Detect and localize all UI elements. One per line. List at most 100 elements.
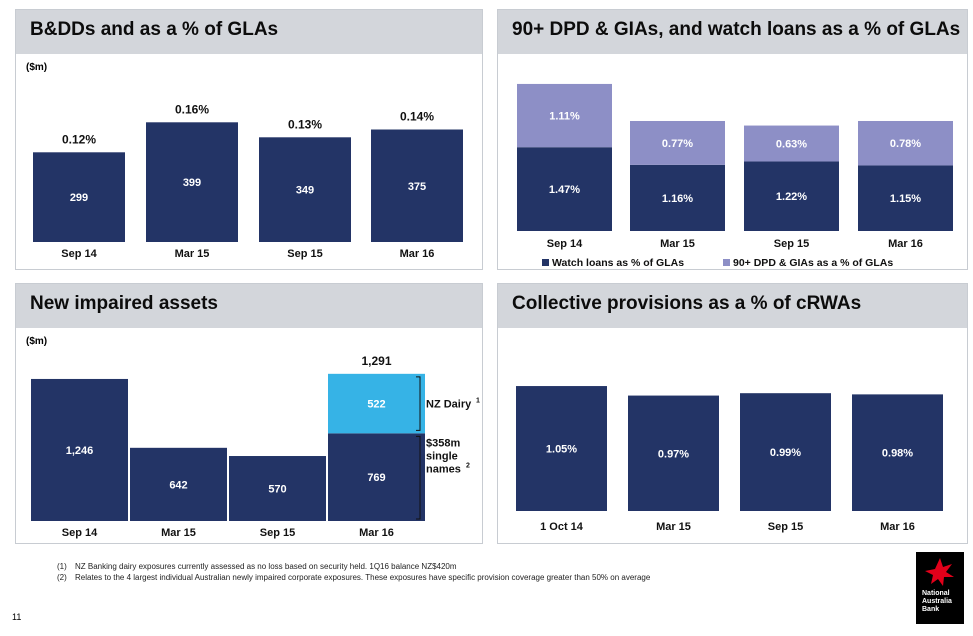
x-tick-label: Sep 14 bbox=[62, 527, 98, 539]
logo-text: National Australia Bank bbox=[922, 590, 952, 613]
unit-label: ($m) bbox=[26, 62, 48, 73]
bar-value-label: 0.98% bbox=[882, 448, 913, 460]
x-tick-label: Mar 15 bbox=[161, 527, 196, 539]
bar-segment bbox=[858, 165, 953, 231]
annotation-sup: 2 bbox=[466, 462, 470, 469]
bar-segment bbox=[328, 433, 425, 521]
bar-value-label: 375 bbox=[408, 181, 426, 193]
bar-segment bbox=[744, 161, 839, 231]
x-tick-label: Mar 15 bbox=[660, 238, 695, 250]
bar-total-label: 1,291 bbox=[361, 354, 391, 368]
annotation-label: names bbox=[426, 463, 461, 475]
bar bbox=[740, 393, 831, 511]
bar-top-label: 0.16% bbox=[175, 102, 209, 116]
panel-bdds: B&DDs and as a % of GLAs ($m) 299 0.12% Se… bbox=[15, 9, 483, 270]
x-tick-label: Mar 16 bbox=[359, 527, 394, 539]
bar-value-label: 769 bbox=[367, 472, 385, 484]
panel-new-impaired: New impaired assets ($m) 1,246 Sep 14 642 M… bbox=[15, 283, 483, 544]
x-tick-label: Mar 16 bbox=[880, 521, 915, 533]
legend-label: Watch loans as % of GLAs bbox=[552, 257, 684, 269]
bar-segment bbox=[130, 447, 227, 521]
footnote: (2) Relates to the 4 largest individual A… bbox=[57, 573, 650, 582]
bar-value-label: 0.99% bbox=[770, 447, 801, 459]
chart-collective-provisions: 1.05% 1 Oct 14 0.97% Mar 15 0.99% Sep 15 0.98%… bbox=[516, 386, 943, 533]
nab-logo: National Australia Bank bbox=[916, 552, 964, 624]
panel-watch-loans: 90+ DPD & GIAs, and watch loans as a % o… bbox=[497, 9, 968, 270]
bar-segment bbox=[630, 164, 725, 231]
bracket bbox=[416, 376, 421, 431]
legend-swatch bbox=[542, 259, 549, 266]
x-tick-label: 1 Oct 14 bbox=[540, 521, 584, 533]
bar-value-label: 0.97% bbox=[658, 448, 689, 460]
panel-title: 90+ DPD & GIAs, and watch loans as a % o… bbox=[512, 19, 961, 40]
unit-label: ($m) bbox=[26, 336, 48, 347]
bar bbox=[146, 122, 238, 242]
footnote: (1) NZ Banking dairy exposures currently … bbox=[57, 562, 457, 571]
bar-value-label: 0.63% bbox=[776, 139, 807, 151]
page-number: 11 bbox=[12, 612, 22, 622]
bar-value-label: 399 bbox=[183, 177, 201, 189]
x-tick-label: Mar 16 bbox=[888, 238, 923, 250]
bar-segment bbox=[328, 373, 425, 434]
x-tick-label: Sep 14 bbox=[547, 238, 583, 250]
chart-bdds: 299 0.12% Sep 14 399 0.16% Mar 15 349 0.13% Sep … bbox=[33, 102, 463, 260]
bar-segment bbox=[630, 120, 725, 165]
bar-segment bbox=[517, 83, 612, 148]
bar-top-label: 0.13% bbox=[288, 117, 322, 131]
annotation-label: $358m bbox=[426, 437, 460, 449]
legend-label: 90+ DPD & GIAs as a % of GLAs bbox=[733, 257, 893, 269]
bar-segment bbox=[858, 120, 953, 166]
bar-value-label: 1.11% bbox=[549, 111, 580, 123]
bar-segment bbox=[517, 147, 612, 231]
bar-value-label: 1.22% bbox=[776, 191, 807, 203]
panel-header: 90+ DPD & GIAs, and watch loans as a % o… bbox=[498, 10, 967, 54]
bar-value-label: 1.05% bbox=[546, 444, 577, 456]
bar-value-label: 522 bbox=[367, 399, 385, 411]
panel-header: B&DDs and as a % of GLAs bbox=[16, 10, 482, 54]
footnote-text: NZ Banking dairy exposures currently ass… bbox=[75, 562, 457, 571]
bar bbox=[33, 152, 125, 242]
bar bbox=[628, 395, 719, 511]
bar-segment bbox=[229, 456, 326, 521]
chart-watch-loans: 1.47% 1.11% Sep 14 1.16% 0.77% Mar 15 1.22% 0.6… bbox=[517, 83, 953, 269]
annotation-label: single bbox=[426, 450, 458, 462]
legend-swatch bbox=[723, 259, 730, 266]
bar-value-label: 1.47% bbox=[549, 184, 580, 196]
bar-value-label: 642 bbox=[169, 479, 187, 491]
annotation-label: NZ Dairy bbox=[426, 399, 472, 411]
x-tick-label: Sep 15 bbox=[768, 521, 803, 533]
bar-value-label: 299 bbox=[70, 192, 88, 204]
bar-value-label: 349 bbox=[296, 185, 314, 197]
panel-title: Collective provisions as a % of cRWAs bbox=[512, 293, 862, 314]
panel-header: New impaired assets bbox=[16, 284, 482, 328]
x-tick-label: Mar 16 bbox=[400, 248, 435, 260]
x-tick-label: Sep 15 bbox=[774, 238, 809, 250]
bar-value-label: 1.15% bbox=[890, 193, 921, 205]
bar bbox=[259, 137, 351, 242]
panel-title: New impaired assets bbox=[30, 293, 218, 314]
footnote-number: (1) bbox=[57, 562, 67, 571]
bar-segment bbox=[744, 125, 839, 162]
x-tick-label: Sep 15 bbox=[287, 248, 322, 260]
footnote-text: Relates to the 4 largest individual Aust… bbox=[75, 573, 651, 582]
footnote-number: (2) bbox=[57, 573, 67, 582]
panel-title: B&DDs and as a % of GLAs bbox=[30, 19, 279, 40]
chart-new-impaired: 1,246 Sep 14 642 Mar 15 570 Sep 15 769 522 1,291… bbox=[31, 354, 480, 539]
bar-top-label: 0.14% bbox=[400, 110, 434, 124]
bar bbox=[516, 386, 607, 511]
panel-collective-provisions: Collective provisions as a % of cRWAs 1.… bbox=[497, 283, 968, 544]
bar-value-label: 1,246 bbox=[66, 445, 94, 457]
bar-segment bbox=[31, 378, 128, 521]
bar-value-label: 0.78% bbox=[890, 138, 921, 150]
x-tick-label: Sep 15 bbox=[260, 527, 295, 539]
annotation-sup: 1 bbox=[476, 398, 480, 405]
x-tick-label: Sep 14 bbox=[61, 248, 97, 260]
bar bbox=[852, 394, 943, 511]
x-tick-label: Mar 15 bbox=[656, 521, 691, 533]
bracket bbox=[416, 435, 421, 520]
bar-value-label: 1.16% bbox=[662, 193, 693, 205]
bar-top-label: 0.12% bbox=[62, 132, 96, 146]
star-icon bbox=[925, 558, 954, 586]
panel-header: Collective provisions as a % of cRWAs bbox=[498, 284, 967, 328]
bar-value-label: 0.77% bbox=[662, 138, 693, 150]
